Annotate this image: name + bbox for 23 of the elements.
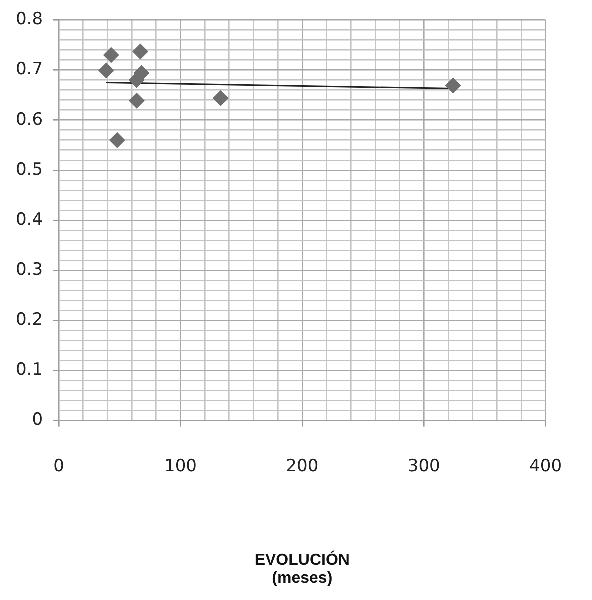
point bbox=[128, 72, 145, 88]
y-tick-label: 0.4 bbox=[16, 210, 44, 230]
y-tick-label: 0.6 bbox=[16, 110, 44, 130]
y-tick-label: 0 bbox=[32, 410, 44, 430]
point bbox=[212, 90, 229, 106]
point bbox=[445, 78, 462, 94]
point bbox=[103, 47, 120, 64]
point bbox=[132, 44, 149, 60]
point bbox=[109, 132, 126, 148]
y-tick-label: 0.5 bbox=[16, 160, 44, 180]
y-tick-label: 0.1 bbox=[16, 360, 44, 380]
x-tick-label: 100 bbox=[164, 456, 197, 476]
y-tick-label: 0.3 bbox=[16, 260, 44, 280]
y-tick-label: 0.7 bbox=[16, 60, 44, 80]
x-tick-label: 400 bbox=[530, 456, 562, 476]
x-axis-title: EVOLUCIÓN (meses) bbox=[254, 550, 350, 588]
x-tick-label: 0 bbox=[54, 456, 64, 476]
x-tick-label: 200 bbox=[286, 456, 319, 476]
y-tick-label: 0.2 bbox=[16, 310, 44, 330]
point bbox=[128, 92, 145, 109]
y-tick-label: 0.8 bbox=[16, 10, 44, 30]
point bbox=[98, 62, 114, 79]
x-tick-label: 300 bbox=[408, 456, 440, 476]
